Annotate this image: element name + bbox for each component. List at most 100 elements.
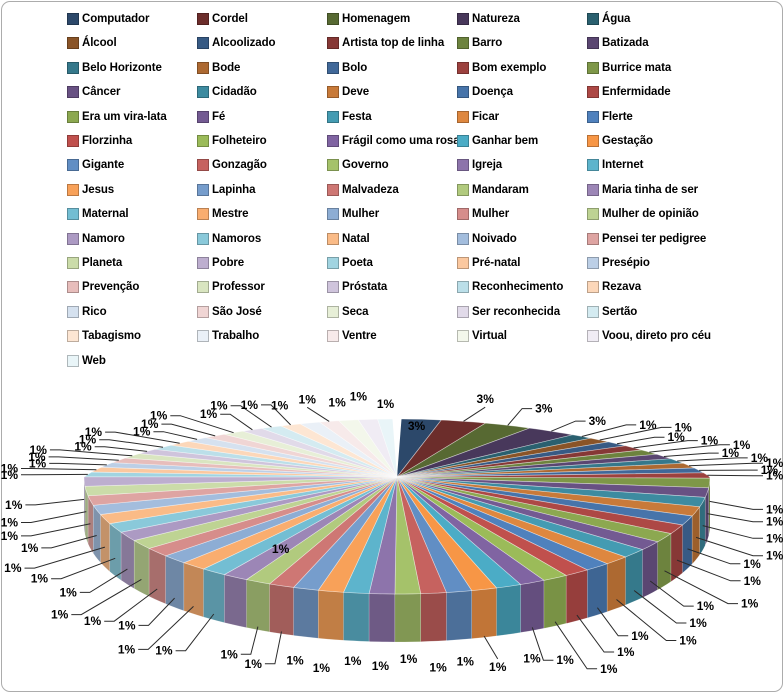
legend-item[interactable]: Festa bbox=[327, 110, 372, 123]
legend-item[interactable]: Homenagem bbox=[327, 13, 410, 25]
legend-item-label: Mestre bbox=[212, 208, 249, 221]
leader-line bbox=[695, 536, 763, 557]
legend-item[interactable]: Maternal bbox=[67, 208, 129, 221]
legend-item[interactable]: Mulher bbox=[457, 208, 509, 221]
legend-swatch-icon bbox=[197, 86, 209, 99]
legend-item[interactable]: Lapinha bbox=[197, 183, 255, 196]
legend-item[interactable]: Planeta bbox=[67, 257, 122, 269]
legend-item[interactable]: Trabalho bbox=[197, 330, 259, 343]
legend-item[interactable]: Presépio bbox=[587, 257, 650, 269]
slice-percent-label: 1% bbox=[701, 434, 719, 448]
legend-item[interactable]: Natureza bbox=[457, 13, 520, 25]
legend-swatch-icon bbox=[457, 183, 469, 196]
legend-item[interactable]: Pensei ter pedigree bbox=[587, 232, 706, 245]
legend-item[interactable]: Noivado bbox=[457, 232, 517, 245]
legend-item[interactable]: Ficar bbox=[457, 110, 499, 123]
leader-line bbox=[175, 613, 215, 652]
legend-item[interactable]: Namoros bbox=[197, 232, 261, 245]
legend-item[interactable]: Sertão bbox=[587, 305, 637, 318]
leader-line bbox=[170, 415, 234, 434]
legend-item[interactable]: Ser reconhecida bbox=[457, 305, 560, 318]
legend-item[interactable]: Gonzagão bbox=[197, 159, 267, 172]
legend-item[interactable]: Governo bbox=[327, 159, 389, 172]
pie-slice-wall bbox=[109, 523, 122, 581]
pie-slice[interactable] bbox=[396, 419, 487, 478]
legend-item[interactable]: Web bbox=[67, 354, 106, 367]
legend-item[interactable]: Internet bbox=[587, 159, 643, 172]
legend-item[interactable]: Mulher bbox=[327, 208, 379, 221]
legend-item[interactable]: Rezava bbox=[587, 281, 642, 294]
legend-item[interactable]: Jesus bbox=[67, 183, 114, 196]
legend-item[interactable]: Álcool bbox=[67, 37, 117, 50]
legend-item-label: Rezava bbox=[602, 281, 642, 294]
legend-item[interactable]: Burrice mata bbox=[587, 61, 671, 74]
legend-item-label: Seca bbox=[342, 305, 369, 318]
legend-item[interactable]: Bolo bbox=[327, 61, 367, 74]
legend-item[interactable]: Doença bbox=[457, 86, 513, 99]
legend-item[interactable]: Batizada bbox=[587, 37, 649, 50]
legend-item[interactable]: Mulher de opinião bbox=[587, 208, 699, 221]
legend-swatch-icon bbox=[67, 232, 79, 245]
legend-item[interactable]: Cidadão bbox=[197, 86, 257, 99]
legend-item[interactable]: Deve bbox=[327, 86, 369, 99]
pie-slice-wall bbox=[318, 589, 344, 641]
legend-item[interactable]: Mestre bbox=[197, 208, 249, 221]
legend-item[interactable]: Poeta bbox=[327, 257, 373, 269]
legend-item[interactable]: Câncer bbox=[67, 86, 121, 99]
legend-item[interactable]: Seca bbox=[327, 305, 369, 318]
slice-percent-label: 1% bbox=[733, 438, 751, 452]
legend-item[interactable]: Enfermidade bbox=[587, 86, 671, 99]
legend-item[interactable]: Florzinha bbox=[67, 135, 132, 147]
legend-item[interactable]: Fé bbox=[197, 110, 225, 123]
legend-item[interactable]: Igreja bbox=[457, 159, 502, 172]
legend-item[interactable]: Pré-natal bbox=[457, 257, 520, 269]
pie-slice-wall bbox=[642, 541, 658, 598]
legend-swatch-icon bbox=[587, 37, 599, 50]
legend-item[interactable]: Computador bbox=[67, 13, 149, 25]
legend-item[interactable]: Barro bbox=[457, 37, 502, 50]
legend-item-label: Noivado bbox=[472, 232, 517, 245]
legend-item[interactable]: Próstata bbox=[327, 281, 387, 294]
legend-item-label: Pré-natal bbox=[472, 257, 521, 269]
legend-item[interactable]: Pobre bbox=[197, 257, 244, 269]
legend-item[interactable]: Folheteiro bbox=[197, 135, 267, 147]
legend-item-label: Governo bbox=[342, 159, 389, 172]
legend-item[interactable]: Mandaram bbox=[457, 183, 529, 196]
slice-percent-label: 1% bbox=[84, 614, 102, 628]
legend-item[interactable]: Era um vira-lata bbox=[67, 110, 167, 123]
leader-line bbox=[220, 413, 253, 431]
legend-item[interactable]: Flerte bbox=[587, 110, 633, 123]
legend-item[interactable]: Cordel bbox=[197, 13, 248, 25]
legend-item-label: Cordel bbox=[212, 13, 248, 25]
legend-item[interactable]: Natal bbox=[327, 232, 370, 245]
legend-item[interactable]: Maria tinha de ser bbox=[587, 183, 698, 196]
legend-item[interactable]: Bom exemplo bbox=[457, 61, 546, 74]
legend-item[interactable]: Tabagismo bbox=[67, 330, 141, 343]
leader-line bbox=[264, 631, 282, 665]
slice-percent-label: 1% bbox=[344, 654, 362, 668]
legend-item[interactable]: Belo Horizonte bbox=[67, 61, 162, 74]
legend-item[interactable]: Reconhecimento bbox=[457, 281, 563, 294]
legend-item[interactable]: Voou, direto pro céu bbox=[587, 330, 711, 343]
pie-slice[interactable] bbox=[396, 422, 531, 478]
slice-percent-label: 1% bbox=[133, 425, 151, 439]
legend-item[interactable]: Malvadeza bbox=[327, 183, 399, 196]
legend-item[interactable]: Professor bbox=[197, 281, 265, 294]
legend-item[interactable]: Rico bbox=[67, 305, 107, 318]
legend-item[interactable]: São José bbox=[197, 305, 262, 318]
legend-item[interactable]: Alcoolizado bbox=[197, 37, 276, 50]
legend-item[interactable]: Bode bbox=[197, 61, 240, 74]
legend-swatch-icon bbox=[67, 135, 79, 147]
legend-item[interactable]: Virtual bbox=[457, 330, 507, 343]
legend-item[interactable]: Ventre bbox=[327, 330, 377, 343]
legend-item[interactable]: Gestação bbox=[587, 135, 653, 147]
legend-item[interactable]: Namoro bbox=[67, 232, 125, 245]
legend-swatch-icon bbox=[67, 354, 79, 367]
legend-item[interactable]: Gigante bbox=[67, 159, 124, 172]
legend-item[interactable]: Prevenção bbox=[67, 281, 139, 294]
legend-item[interactable]: Água bbox=[587, 13, 630, 25]
legend-item-label: Frágil como uma rosa bbox=[342, 135, 460, 147]
legend-item[interactable]: Artista top de linha bbox=[327, 37, 444, 50]
legend-item[interactable]: Ganhar bem bbox=[457, 135, 538, 147]
legend-item[interactable]: Frágil como uma rosa bbox=[327, 135, 460, 147]
